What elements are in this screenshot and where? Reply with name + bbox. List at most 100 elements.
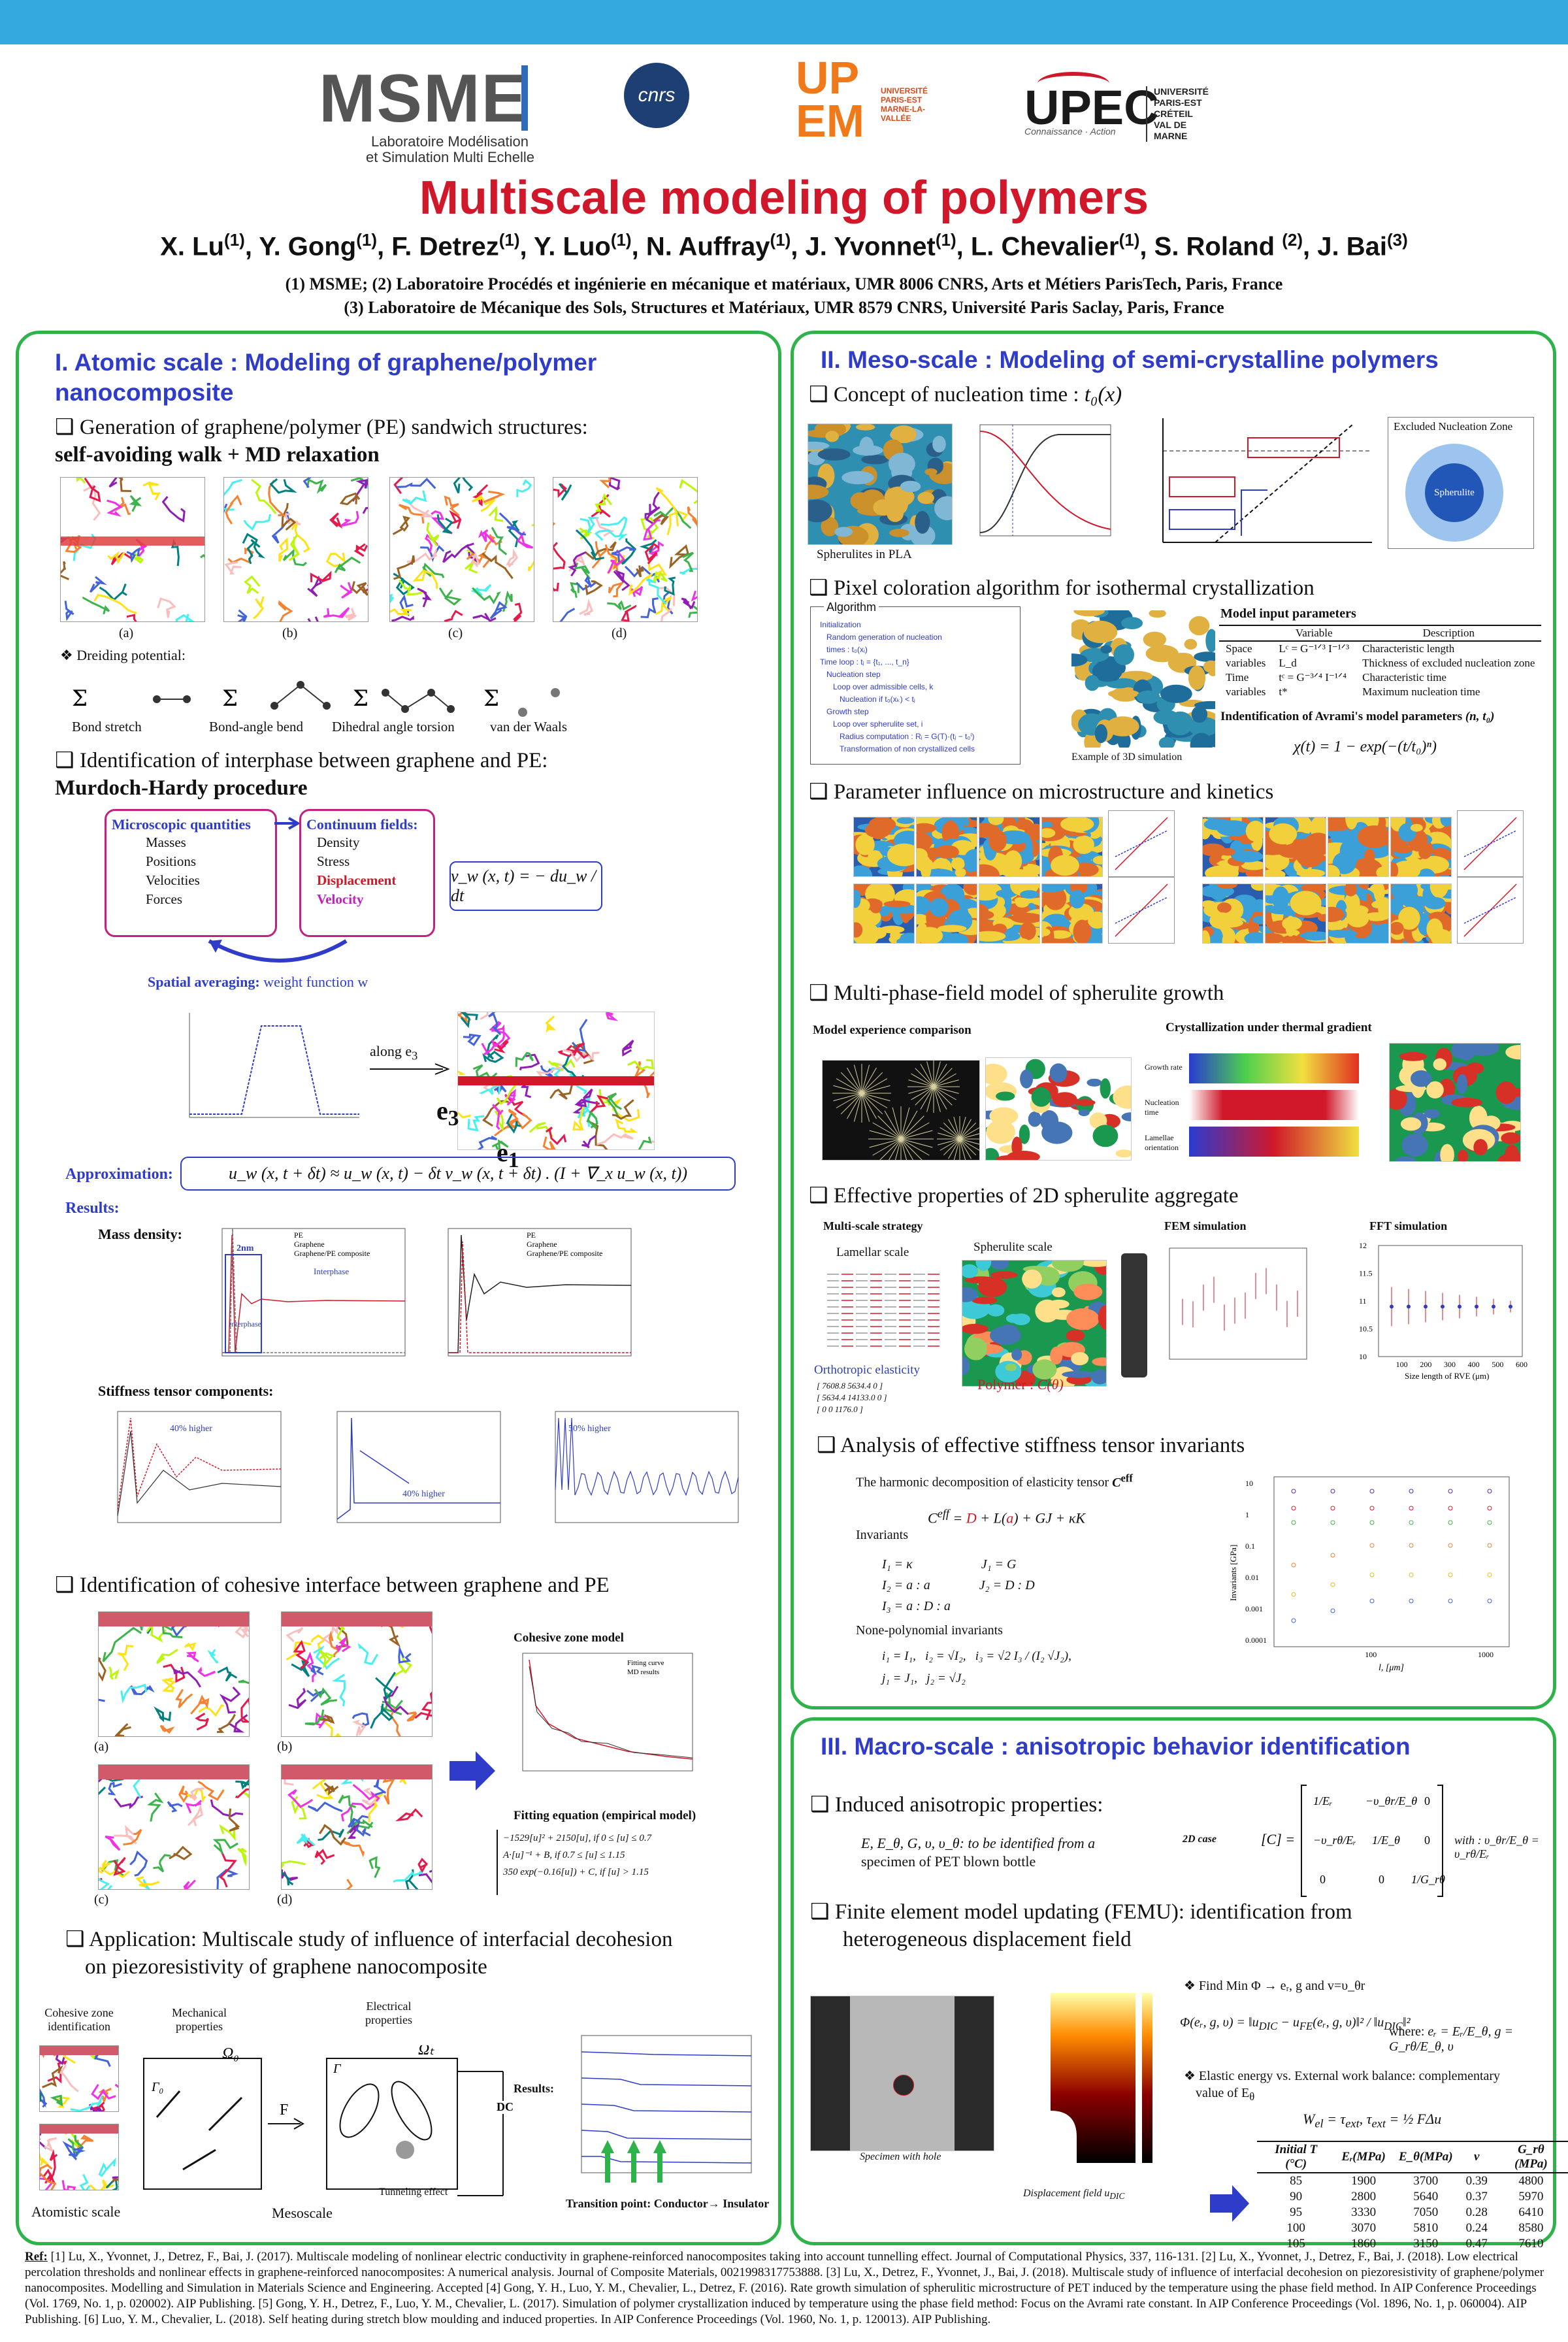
microscopic-item: Forces	[146, 891, 182, 907]
msme-logo: MSME Laboratoire Modélisation et Simulat…	[319, 60, 534, 165]
md-cube	[223, 477, 368, 622]
affiliation-line-2: (3) Laboratoire de Mécanique des Sols, S…	[344, 298, 1224, 317]
legend-graphene: Graphene	[294, 1240, 325, 1249]
section2-bullet-effective: ❑ Effective properties of 2D spherulite …	[809, 1184, 1239, 1208]
top-banner	[0, 0, 1568, 44]
table-row: 105 1860 3150 0.47 7610	[1257, 2236, 1568, 2252]
case-2d-label: 2D case	[1183, 1834, 1217, 1845]
multiscale-strategy-label: Multi-scale strategy	[823, 1219, 923, 1232]
model-experience-label: Model experience comparison	[813, 1023, 972, 1037]
legend-graphene-2: Graphene	[527, 1240, 557, 1249]
parameter-microstructure-image	[979, 817, 1040, 877]
panel-meso-scale	[791, 331, 1556, 1709]
svg-text:0: 0	[1379, 1873, 1384, 1886]
svg-text:0: 0	[1320, 1873, 1326, 1886]
cohesive-zone-model-title: Cohesive zone model	[514, 1631, 624, 1645]
parameter-microstructure-image	[916, 817, 977, 877]
model-input-cell: Thickness of excluded nucleation zone	[1362, 657, 1535, 669]
md-cube-caption: (b)	[282, 626, 298, 640]
algorithm-title: Algorithm	[824, 601, 879, 614]
microscopic-quantities-box: Microscopic quantities Masses Positions Ve…	[105, 809, 277, 937]
cnrs-logo: cnrs	[624, 63, 689, 128]
result-table-cell: 0.39	[1465, 2174, 1488, 2188]
cohesive-arrow	[449, 1751, 495, 1790]
orthotropic-label: Orthotropic elasticity	[814, 1363, 920, 1377]
specimen-label: Specimen with hole	[860, 2151, 941, 2162]
app-results-plot	[581, 2035, 752, 2183]
section1-bullet-murdoch-hardy: Murdoch-Hardy procedure	[55, 776, 308, 800]
references: Ref: [1] Lu, X., Yvonnet, J., Detrez, F.…	[25, 2249, 1547, 2328]
algorithm-step: Initialization	[820, 620, 861, 629]
md-slab-image	[457, 1012, 655, 1150]
fft-x-tick: 300	[1444, 1360, 1456, 1369]
model-input-table: Variable Description Space Lᶜ = G⁻¹ᐟ³ I⁻¹ᐟ³…	[1219, 625, 1542, 699]
author-affiliation: (2)	[1282, 230, 1303, 250]
stiffness-plot-3: 50% higher	[555, 1411, 739, 1523]
parameter-microstructure-image	[1041, 883, 1103, 944]
fft-x-tick: 400	[1468, 1360, 1480, 1369]
displacement-field-plot	[1051, 1993, 1152, 2163]
msme-logo-word: MSME	[319, 61, 528, 137]
continuum-item: Density	[317, 834, 360, 850]
result-table-cell: 95	[1290, 2205, 1303, 2219]
parameter-microstructure-image	[853, 817, 915, 877]
fem-plot	[1169, 1247, 1307, 1360]
svg-text:0: 0	[1424, 1834, 1430, 1847]
affiliation-line-1: (1) MSME; (2) Laboratoire Procédés et in…	[285, 274, 1283, 293]
section1-bullet-generation-method: self-avoiding walk + MD relaxation	[55, 443, 380, 467]
spherulite-aggregate-image	[962, 1260, 1107, 1387]
references-text: [1] Lu, X., Yvonnet, J., Detrez, F., Bai…	[25, 2250, 1544, 2326]
upec-logo-sub2: PARIS-EST CRÉTEIL	[1154, 97, 1202, 119]
section1-bullet-application-1: ❑ Application: Multiscale study of influ…	[65, 1928, 673, 1951]
objective-function: Φ(eᵣ, g, υ) = ‖uDIC − uFE(eᵣ, g, υ)‖² / …	[1180, 2015, 1411, 2032]
potential-label: van der Waals	[490, 719, 568, 734]
result-table-cell: 5810	[1413, 2221, 1439, 2235]
legend-composite: Graphene/PE composite	[294, 1249, 370, 1258]
app-atomistic-label: Atomistic scale	[31, 2203, 121, 2220]
section2-bullet-pixel: ❑ Pixel coloration algorithm for isother…	[809, 576, 1315, 600]
interphase-label-2: Interphase	[229, 1319, 261, 1328]
result-table-cell: 4800	[1518, 2174, 1544, 2188]
algorithm-steps: Initialization Random generation of nucle…	[820, 619, 1020, 755]
algorithm-step: times : t₀(xᵢ)	[826, 645, 868, 654]
author-name: N. Auffray	[645, 232, 770, 261]
app-transition-label: Transition point: Conductor→ Insulator	[566, 2197, 770, 2210]
model-input-cell: Lᶜ = G⁻¹ᐟ³ I⁻¹ᐟ³	[1279, 642, 1350, 655]
gradient-row-label: Nucleation time	[1145, 1098, 1179, 1117]
3d-simulation-image	[1071, 610, 1215, 748]
microscopic-item: Velocities	[146, 872, 200, 888]
model-input-cell: L_d	[1279, 657, 1297, 669]
parameter-kinetics-plot	[1108, 877, 1175, 944]
section1-bullet-application-2: on piezoresistivity of graphene nanocomp…	[85, 1955, 487, 1979]
result-table-cell: 3070	[1351, 2221, 1377, 2235]
result-table-cell: 85	[1290, 2174, 1303, 2188]
fitting-equation-title: Fitting equation (empirical model)	[514, 1809, 696, 1822]
table-arrow	[1210, 2185, 1249, 2222]
legend-composite-2: Graphene/PE composite	[527, 1249, 602, 1258]
svg-text:0: 0	[1424, 1794, 1430, 1807]
result-table-cell: 8580	[1518, 2221, 1544, 2235]
msme-logo-sub2: et Simulation Multi Echelle	[366, 149, 535, 165]
fft-y-tick: 11	[1359, 1296, 1367, 1306]
algorithm-step: Nucleation if t₀(xₖ) < tⱼ	[840, 695, 915, 704]
parameter-microstructure-image	[1390, 817, 1452, 877]
energy-text-2: value of Eθ	[1196, 2086, 1255, 2103]
author-affiliation: (1)	[770, 230, 791, 250]
where-label: where: eᵣ = Eᵣ/E_θ, g = G_rθ/E_θ, υ	[1389, 2024, 1513, 2054]
cohesive-cube	[98, 1764, 250, 1890]
algorithm-step: Loop over admissible cells, k	[833, 682, 934, 691]
author-name: Y. Luo	[534, 232, 611, 261]
parameter-microstructure-image	[1265, 883, 1326, 944]
micro-to-continuum-arrow	[273, 817, 301, 830]
parameter-kinetics-plot	[1457, 810, 1524, 877]
md-cube	[60, 477, 205, 622]
result-table-cell: 3330	[1351, 2205, 1377, 2219]
parameter-kinetics-plot	[1108, 810, 1175, 877]
svg-text:10: 10	[1245, 1479, 1253, 1488]
cz-legend-md: MD results	[627, 1668, 659, 1676]
upec-logo-sub3: VAL DE MARNE	[1154, 120, 1188, 141]
author-affiliation: (1)	[1119, 230, 1140, 250]
svg-text:0.1: 0.1	[1245, 1542, 1255, 1551]
with-label: with : υ_θr/E_θ = υ_rθ/Eᵣ	[1454, 1834, 1539, 1860]
experiment-image	[822, 1060, 980, 1161]
